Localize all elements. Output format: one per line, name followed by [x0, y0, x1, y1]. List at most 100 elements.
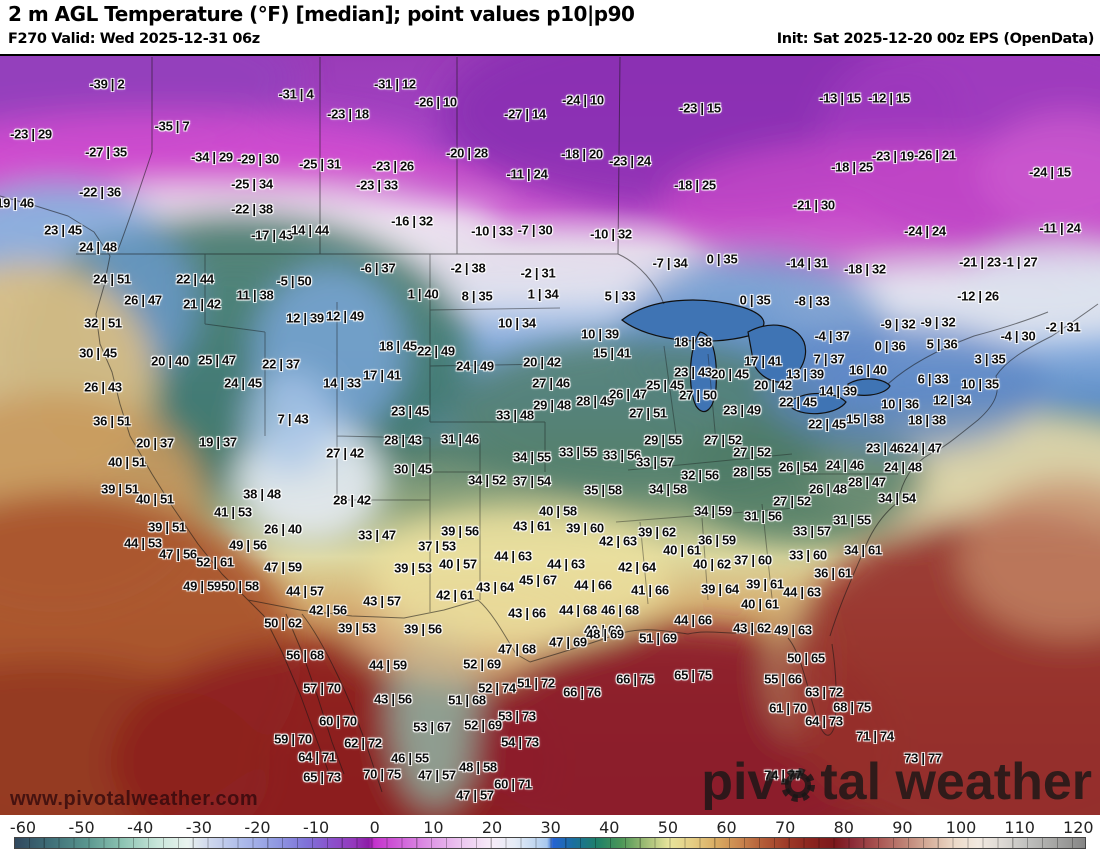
point-value: 10 | 35 [961, 376, 999, 392]
init-time-text: Init: Sat 2025-12-20 00z EPS (OpenData) [776, 31, 1095, 47]
point-value: -18 | 20 [561, 146, 603, 162]
point-value: 27 | 52 [733, 444, 771, 460]
point-value: 26 | 48 [809, 481, 847, 497]
point-value: 37 | 60 [734, 552, 772, 568]
point-value: 50 | 58 [221, 578, 259, 594]
point-value: -23 | 29 [10, 126, 52, 142]
point-value: 34 | 54 [878, 490, 916, 506]
point-value: 3 | 35 [974, 351, 1006, 367]
point-value: 20 | 42 [523, 354, 561, 370]
point-value: -21 | 23 [959, 254, 1001, 270]
point-value: 6 | 33 [917, 371, 949, 387]
point-value: 29 | 55 [644, 432, 682, 448]
point-value: 54 | 73 [501, 734, 539, 750]
point-value: 24 | 51 [93, 271, 131, 287]
colorbar-tick-label: -20 [244, 818, 271, 837]
point-value: 44 | 63 [494, 548, 532, 564]
point-value: 44 | 66 [574, 577, 612, 593]
point-value: 20 | 37 [136, 435, 174, 451]
point-value: 33 | 47 [358, 527, 396, 543]
point-value: 44 | 63 [783, 584, 821, 600]
point-value: -22 | 36 [79, 184, 121, 200]
colorbar-tick-label: 80 [833, 818, 854, 837]
point-value: 24 | 45 [224, 375, 262, 391]
point-value: -24 | 24 [904, 223, 946, 239]
point-value: -18 | 32 [844, 261, 886, 277]
point-value: 51 | 72 [517, 675, 555, 691]
point-value: 50 | 62 [264, 615, 302, 631]
page-title: 2 m AGL Temperature (°F) [median]; point… [8, 2, 635, 26]
point-value: -7 | 30 [517, 222, 553, 238]
point-value: 18 | 38 [674, 334, 712, 350]
point-value: -12 | 15 [868, 90, 910, 106]
point-value: 14 | 33 [323, 375, 361, 391]
point-value: -20 | 28 [446, 145, 488, 161]
colorbar-tick-label: 40 [599, 818, 620, 837]
point-value: 27 | 50 [679, 387, 717, 403]
colorbar-tick-label: -10 [303, 818, 330, 837]
point-value: 13 | 39 [786, 366, 824, 382]
colorbar-tick-label: 90 [892, 818, 913, 837]
point-value: 33 | 55 [559, 444, 597, 460]
point-value: -14 | 44 [287, 222, 329, 238]
watermark-site: www.pivotalweather.com [10, 788, 259, 810]
point-value: 26 | 40 [264, 521, 302, 537]
point-value: -16 | 32 [391, 213, 433, 229]
point-value: 51 | 69 [639, 630, 677, 646]
point-value: 47 | 69 [549, 634, 587, 650]
point-value: 41 | 53 [214, 504, 252, 520]
point-value: 27 | 46 [532, 375, 570, 391]
point-value: 20 | 40 [151, 353, 189, 369]
point-value: 29 | 48 [533, 397, 571, 413]
point-value: 0 | 35 [706, 251, 738, 267]
point-value: 44 | 59 [369, 657, 407, 673]
point-value: 44 | 68 [559, 602, 597, 618]
point-value: -23 | 18 [327, 106, 369, 122]
point-value: 22 | 44 [176, 271, 214, 287]
point-value: 60 | 71 [494, 776, 532, 792]
point-value: -11 | 24 [1039, 220, 1081, 236]
point-value: 26 | 47 [609, 386, 647, 402]
point-value: 16 | 40 [849, 362, 887, 378]
point-value: 37 | 54 [513, 473, 551, 489]
point-value: -9 | 32 [920, 314, 956, 330]
colorbar-tick-label: 70 [774, 818, 796, 837]
point-value: 44 | 66 [674, 612, 712, 628]
point-value: 30 | 45 [394, 461, 432, 477]
colorbar-gradient [14, 837, 1086, 849]
point-value: 17 | 41 [363, 367, 401, 383]
watermark-brand: piv tal weather [701, 756, 1092, 808]
point-value: -35 | 7 [154, 118, 190, 134]
point-value: 40 | 61 [663, 542, 701, 558]
point-value: 52 | 61 [196, 554, 234, 570]
point-value: 39 | 56 [404, 621, 442, 637]
point-value: -5 | 50 [276, 273, 312, 289]
point-layer: -39 | 2 -31 | 4 -31 | 12 -26 | 10 -24 | 10 -2… [0, 56, 1100, 816]
point-value: 33 | 48 [496, 407, 534, 423]
colorbar-tick-label: -40 [127, 818, 154, 837]
watermark-brand-left: piv [701, 753, 777, 811]
point-value: 23 | 43 [674, 364, 712, 380]
point-value: 18 | 45 [379, 338, 417, 354]
point-value: -18 | 25 [831, 159, 873, 175]
point-value: 70 | 75 [363, 766, 401, 782]
point-value: 8 | 35 [461, 288, 493, 304]
point-value: -26 | 10 [415, 94, 457, 110]
point-value: 34 | 61 [844, 542, 882, 558]
point-value: 15 | 38 [846, 411, 884, 427]
point-value: 22 | 49 [417, 343, 455, 359]
point-value: -2 | 38 [450, 260, 486, 276]
point-value: 27 | 52 [704, 432, 742, 448]
point-value: -31 | 12 [374, 76, 416, 92]
point-value: 12 | 34 [933, 392, 971, 408]
point-value: 36 | 59 [698, 532, 736, 548]
temperature-map[interactable]: -39 | 2 -31 | 4 -31 | 12 -26 | 10 -24 | 10 -2… [0, 54, 1100, 817]
point-value: 65 | 75 [674, 667, 712, 683]
point-value: 5 | 33 [604, 288, 636, 304]
point-value: 42 | 64 [618, 559, 656, 575]
point-value: -10 | 32 [590, 226, 632, 242]
point-value: 10 | 39 [581, 326, 619, 342]
point-value: 40 | 58 [539, 503, 577, 519]
point-value: 40 | 51 [108, 454, 146, 470]
point-value: -18 | 25 [674, 177, 716, 193]
